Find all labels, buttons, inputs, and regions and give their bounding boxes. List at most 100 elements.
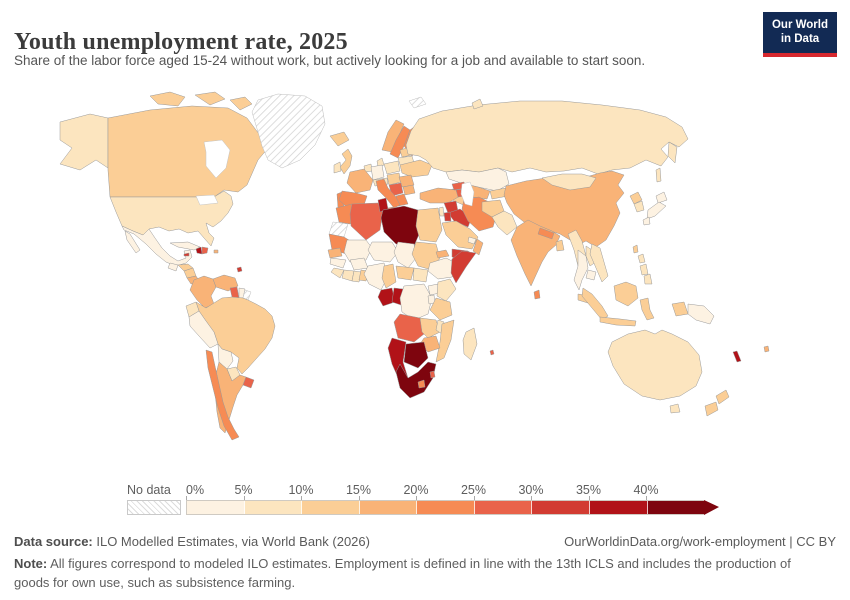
country-philippines-3[interactable] — [643, 273, 653, 285]
country-dominican-republic[interactable] — [201, 246, 209, 255]
country-chile[interactable] — [205, 349, 240, 441]
country-philippines-2[interactable] — [639, 263, 649, 276]
country-guatemala[interactable] — [167, 262, 179, 272]
country-oman[interactable] — [472, 238, 484, 256]
country-denmark[interactable] — [376, 157, 385, 168]
country-russia-novaya-zemlya[interactable] — [471, 98, 484, 110]
country-philippines-1[interactable] — [637, 253, 646, 264]
country-france[interactable] — [346, 168, 374, 194]
country-north-korea[interactable] — [629, 191, 643, 205]
legend-segment[interactable] — [244, 501, 303, 514]
footer-link[interactable]: OurWorldinData.org/work-employment | CC … — [564, 534, 836, 549]
country-colombia[interactable] — [189, 275, 217, 309]
country-south-africa[interactable] — [395, 361, 437, 399]
country-eritrea[interactable] — [435, 249, 450, 259]
country-lesotho[interactable] — [417, 379, 426, 389]
legend-no-data-swatch[interactable] — [127, 500, 181, 515]
country-thailand[interactable] — [573, 249, 589, 291]
country-indonesia-sumatra[interactable] — [581, 287, 609, 321]
country-algeria[interactable] — [349, 202, 384, 241]
country-jamaica[interactable] — [183, 252, 190, 257]
country-south-korea[interactable] — [633, 200, 645, 213]
country-mali[interactable] — [343, 239, 373, 263]
country-uae[interactable] — [467, 236, 477, 245]
country-japan-kyushu[interactable] — [642, 216, 651, 226]
country-new-caledonia[interactable] — [732, 350, 742, 363]
country-russia-sakhalin[interactable] — [655, 167, 662, 183]
country-south-sudan[interactable] — [412, 267, 429, 283]
country-svalbard[interactable] — [408, 96, 427, 109]
country-bangladesh[interactable] — [555, 239, 565, 252]
country-poland[interactable] — [383, 160, 401, 175]
country-gabon[interactable] — [377, 287, 396, 307]
country-iceland[interactable] — [329, 131, 350, 147]
country-niger[interactable] — [367, 241, 399, 263]
country-cambodia[interactable] — [585, 269, 597, 281]
country-ukraine[interactable] — [399, 159, 433, 178]
country-mexico-baja[interactable] — [124, 230, 141, 254]
country-mongolia[interactable] — [541, 173, 597, 191]
legend-segment[interactable] — [417, 501, 475, 514]
country-canada-arctic-1[interactable] — [149, 91, 186, 107]
country-papua-new-guinea[interactable] — [687, 303, 715, 325]
legend-segment[interactable] — [647, 501, 705, 514]
country-new-zealand-south[interactable] — [704, 401, 719, 417]
country-canada-arctic-2[interactable] — [194, 91, 226, 106]
country-botswana[interactable] — [403, 341, 429, 369]
country-guinea[interactable] — [329, 257, 347, 269]
country-australia[interactable] — [607, 329, 703, 401]
country-zambia[interactable] — [419, 317, 441, 339]
country-trinidad[interactable] — [236, 266, 243, 273]
country-tanzania[interactable] — [429, 297, 453, 321]
country-egypt[interactable] — [415, 207, 443, 243]
country-united-kingdom[interactable] — [339, 148, 353, 175]
country-cuba[interactable] — [169, 241, 201, 251]
country-sri-lanka[interactable] — [533, 289, 541, 300]
legend-segment[interactable] — [532, 501, 590, 514]
country-indonesia-borneo[interactable] — [613, 281, 639, 307]
country-fiji[interactable] — [763, 345, 770, 353]
country-bulgaria[interactable] — [402, 184, 416, 196]
country-eswatini[interactable] — [429, 370, 436, 379]
country-indonesia-papua[interactable] — [671, 301, 689, 317]
country-indonesia-java[interactable] — [599, 316, 637, 327]
country-russia[interactable] — [405, 100, 689, 175]
country-guyana[interactable] — [229, 286, 240, 299]
country-puerto-rico[interactable] — [213, 249, 219, 254]
legend-segment[interactable] — [589, 501, 648, 514]
country-mexico[interactable] — [121, 225, 193, 267]
owid-logo[interactable]: Our World in Data — [763, 12, 837, 57]
country-kenya[interactable] — [436, 278, 457, 302]
country-ghana[interactable] — [351, 270, 362, 283]
country-canada-arctic-3[interactable] — [229, 96, 253, 111]
country-ireland[interactable] — [333, 161, 342, 174]
country-mauritius[interactable] — [489, 349, 495, 356]
country-uruguay[interactable] — [242, 376, 255, 389]
country-drc[interactable] — [399, 283, 433, 321]
country-russia-kamchatka[interactable] — [667, 141, 678, 164]
country-angola[interactable] — [393, 313, 425, 343]
country-mozambique[interactable] — [435, 319, 455, 363]
country-canada[interactable] — [107, 105, 269, 198]
country-japan-honshu[interactable] — [646, 201, 667, 220]
country-italy[interactable] — [375, 178, 401, 209]
country-vietnam[interactable] — [589, 243, 609, 283]
country-senegal[interactable] — [327, 247, 343, 259]
country-central-african-republic[interactable] — [395, 265, 415, 281]
country-somalia[interactable] — [450, 250, 477, 284]
country-jordan[interactable] — [443, 211, 452, 222]
country-kazakhstan[interactable] — [445, 167, 510, 192]
legend-segment[interactable] — [302, 501, 360, 514]
country-japan-hokkaido[interactable] — [655, 191, 668, 204]
country-taiwan[interactable] — [632, 244, 639, 254]
country-madagascar[interactable] — [462, 327, 478, 361]
legend-segment[interactable] — [359, 501, 418, 514]
legend-segment[interactable] — [187, 501, 245, 514]
country-indonesia-sulawesi[interactable] — [639, 297, 655, 321]
country-israel[interactable] — [438, 206, 445, 217]
country-libya[interactable] — [380, 205, 421, 247]
country-sierra-leone-liberia[interactable] — [330, 267, 345, 279]
country-alaska[interactable] — [59, 113, 109, 171]
legend-segment[interactable] — [474, 501, 533, 514]
country-turkey[interactable] — [419, 187, 461, 204]
